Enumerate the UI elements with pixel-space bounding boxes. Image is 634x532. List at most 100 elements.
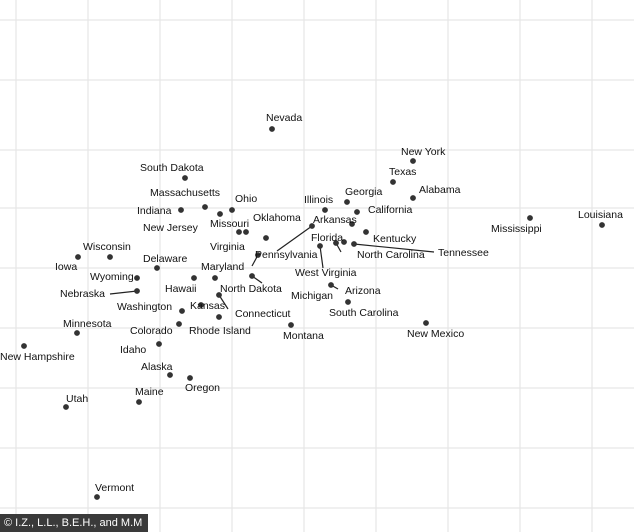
point-colorado xyxy=(176,321,182,327)
point-maryland xyxy=(255,252,261,258)
leader-line-west-virginia xyxy=(319,245,324,269)
label-kansas: Kansas xyxy=(190,300,225,312)
label-michigan: Michigan xyxy=(291,290,333,302)
point-hawaii xyxy=(191,275,197,281)
label-ohio: Ohio xyxy=(235,193,257,205)
label-oregon: Oregon xyxy=(185,382,220,394)
point-new-hampshire xyxy=(21,343,27,349)
point-vermont xyxy=(94,494,100,500)
label-tennessee: Tennessee xyxy=(438,247,489,259)
label-indiana: Indiana xyxy=(137,205,172,217)
point-arizona xyxy=(328,282,334,288)
leader-line-tennessee xyxy=(353,243,435,253)
point-connecticut xyxy=(216,292,222,298)
label-south-carolina: South Carolina xyxy=(329,307,399,319)
label-wisconsin: Wisconsin xyxy=(83,241,131,253)
point-montana xyxy=(288,322,294,328)
label-maryland: Maryland xyxy=(201,261,244,273)
label-delaware: Delaware xyxy=(143,253,188,265)
label-west-virginia: West Virginia xyxy=(295,267,357,279)
point-alabama xyxy=(410,195,416,201)
point-north-dakota xyxy=(212,275,218,281)
point-tennessee xyxy=(351,241,357,247)
label-alaska: Alaska xyxy=(141,361,173,373)
label-texas: Texas xyxy=(389,166,416,178)
label-alabama: Alabama xyxy=(419,184,461,196)
point-idaho xyxy=(156,341,162,347)
point-ohio xyxy=(229,207,235,213)
label-pennsylvania: Pennsylvania xyxy=(255,249,318,261)
label-utah: Utah xyxy=(66,393,88,405)
label-virginia: Virginia xyxy=(210,241,245,253)
label-new-jersey: New Jersey xyxy=(143,222,199,234)
point-south-dakota xyxy=(182,175,188,181)
label-nevada: Nevada xyxy=(266,112,302,124)
data-points xyxy=(21,126,605,500)
label-idaho: Idaho xyxy=(120,344,146,356)
label-colorado: Colorado xyxy=(130,325,173,337)
point-illinois xyxy=(322,207,328,213)
leader-line-nebraska xyxy=(109,290,138,295)
point-rhode-island xyxy=(216,314,222,320)
label-north-dakota: North Dakota xyxy=(220,283,282,295)
label-wyoming: Wyoming xyxy=(90,271,134,283)
label-connecticut: Connecticut xyxy=(235,308,291,320)
label-mississippi: Mississippi xyxy=(491,223,542,235)
label-oklahoma: Oklahoma xyxy=(253,212,301,224)
point-pennsylvania xyxy=(309,223,315,229)
point-arkansas xyxy=(349,221,355,227)
point-louisiana xyxy=(599,222,605,228)
point-georgia xyxy=(344,199,350,205)
point-new-jersey xyxy=(217,211,223,217)
point-alaska xyxy=(167,372,173,378)
label-kentucky: Kentucky xyxy=(373,233,417,245)
point-texas xyxy=(390,179,396,185)
point-oregon xyxy=(187,375,193,381)
label-new-mexico: New Mexico xyxy=(407,328,464,340)
label-louisiana: Louisiana xyxy=(578,209,623,221)
label-missouri: Missouri xyxy=(210,218,249,230)
label-north-carolina: North Carolina xyxy=(357,249,425,261)
label-florida: Florida xyxy=(311,232,343,244)
point-florida xyxy=(341,239,347,245)
point-wisconsin xyxy=(107,254,113,260)
label-maine: Maine xyxy=(135,386,164,398)
point-west-virginia xyxy=(317,243,323,249)
label-georgia: Georgia xyxy=(345,186,383,198)
label-massachusetts: Massachusetts xyxy=(150,187,220,199)
label-hawaii: Hawaii xyxy=(165,283,197,295)
point-oklahoma xyxy=(243,229,249,235)
point-massachusetts xyxy=(202,204,208,210)
point-north-carolina xyxy=(333,240,339,246)
point-new-mexico xyxy=(423,320,429,326)
point-nevada xyxy=(269,126,275,132)
point-washington xyxy=(179,308,185,314)
point-kentucky xyxy=(363,229,369,235)
point-labels: Nevada New York Texas South Dakota Alabama Ge… xyxy=(0,112,623,494)
label-minnesota: Minnesota xyxy=(63,318,112,330)
point-nebraska xyxy=(134,288,140,294)
point-michigan xyxy=(249,273,255,279)
label-arizona: Arizona xyxy=(345,285,381,297)
point-kansas xyxy=(198,302,204,308)
label-rhode-island: Rhode Island xyxy=(189,325,251,337)
image-credit: © I.Z., L.L., B.E.H., and M.M xyxy=(0,514,149,532)
point-maine xyxy=(136,399,142,405)
point-utah xyxy=(63,404,69,410)
point-delaware xyxy=(154,265,160,271)
label-new-york: New York xyxy=(401,146,446,158)
point-missouri xyxy=(236,229,242,235)
point-mississippi xyxy=(527,215,533,221)
leader-line-pennsylvania xyxy=(276,225,313,252)
label-washington: Washington xyxy=(117,301,172,313)
point-new-york xyxy=(410,158,416,164)
label-south-dakota: South Dakota xyxy=(140,162,204,174)
point-indiana xyxy=(178,207,184,213)
label-iowa: Iowa xyxy=(55,261,77,273)
label-arkansas: Arkansas xyxy=(313,214,357,226)
label-nebraska: Nebraska xyxy=(60,288,105,300)
label-california: California xyxy=(368,204,413,216)
label-vermont: Vermont xyxy=(95,482,134,494)
